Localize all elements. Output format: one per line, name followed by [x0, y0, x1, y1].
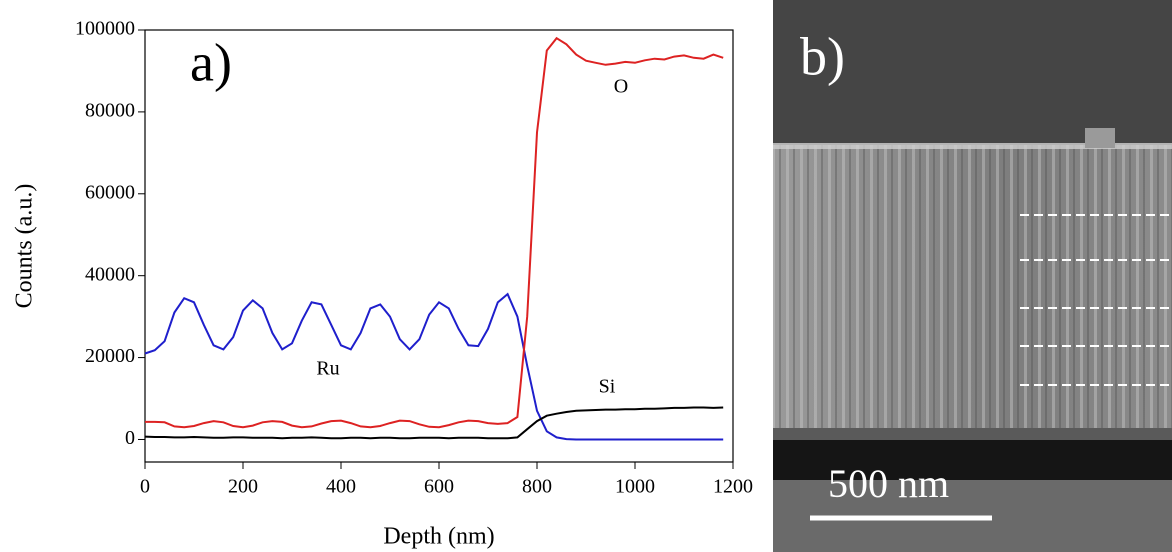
y-tick-label: 40000 [85, 263, 135, 285]
y-tick-label: 0 [125, 427, 135, 449]
panel-label: b) [800, 26, 845, 86]
series-line [145, 36, 724, 429]
series-label: Si [599, 376, 616, 398]
panel-label: a) [190, 32, 232, 92]
y-axis-title: Counts (a.u.) [12, 184, 38, 309]
x-tick-label: 200 [228, 476, 258, 498]
series-label: O [614, 76, 628, 98]
x-axis-title: Depth (nm) [383, 524, 494, 550]
series-label: Ru [316, 358, 339, 380]
x-tick-label: 400 [326, 476, 356, 498]
x-tick-label: 600 [424, 476, 454, 498]
plot-frame [144, 29, 734, 463]
x-tick-label: 800 [522, 476, 552, 498]
series-line [144, 292, 724, 441]
series-line [144, 406, 724, 440]
y-tick-label: 100000 [75, 18, 135, 40]
sem-image: 500 nm b) [773, 0, 1172, 552]
scale-bar-label: 500 nm [828, 461, 949, 506]
y-tick-label: 60000 [85, 181, 135, 203]
x-tick-label: 0 [140, 476, 150, 498]
x-tick-label: 1000 [615, 476, 655, 498]
x-tick-label: 1200 [713, 476, 753, 498]
y-tick-label: 80000 [85, 99, 135, 121]
y-tick-label: 20000 [85, 345, 135, 367]
